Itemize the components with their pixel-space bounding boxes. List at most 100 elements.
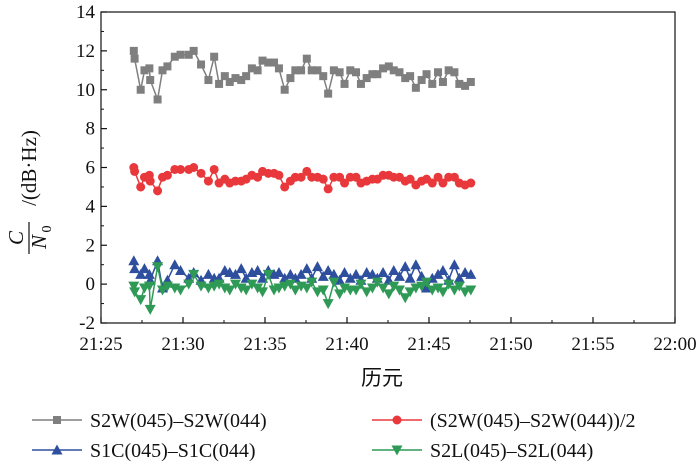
legend-item: (S2W(045)–S2W(044))/2 [372,410,636,432]
data-point [373,70,382,79]
data-point [130,166,140,176]
series-2 [129,163,476,196]
data-point [284,268,296,279]
legend-item: S2W(045)–S2W(044) [32,410,267,432]
data-point [280,182,290,192]
data-point [427,178,437,188]
series-layer [128,46,477,315]
data-point [189,46,198,55]
data-point [388,265,400,276]
x-tick-label: 22:00 [653,334,696,355]
data-point [361,287,373,298]
y-tick-label: -2 [79,313,95,334]
data-point [246,279,258,290]
data-point [366,268,378,279]
data-point [393,270,405,281]
data-point [339,266,351,277]
data-point [356,79,365,88]
data-point [401,74,410,83]
data-point [306,277,318,288]
y-tick-label: 6 [86,158,96,179]
x-tick-label: 21:45 [407,334,450,355]
data-point [297,66,306,75]
data-point [258,56,267,65]
legend-label: S2L(045)–S2L(044) [430,440,593,462]
data-point [225,77,234,86]
data-point [169,259,181,270]
data-point [135,268,147,279]
data-point [286,74,295,83]
data-point [128,255,140,266]
data-point [406,72,415,81]
data-point [453,272,465,283]
data-point [280,85,289,94]
data-point [346,66,355,75]
data-point [301,283,313,294]
data-point [443,279,455,290]
data-point [416,281,428,292]
data-point [240,285,252,296]
axis-ticks: 21:25 21:30 21:35 21:40 21:45 21:50 21:55 22:00… [76,2,697,355]
data-point [252,283,264,294]
series-1 [129,46,475,104]
data-point [247,64,256,73]
data-point [302,54,311,63]
y-tick-label: 2 [86,235,96,256]
data-point [421,277,433,288]
data-point [405,174,415,184]
data-point [466,178,476,188]
data-point [362,74,371,83]
data-point [399,261,411,272]
data-point [157,285,168,296]
data-point [158,66,167,75]
legend-marker [53,416,61,424]
data-point [253,66,262,75]
data-point [383,289,395,300]
x-tick-label: 21:35 [243,334,286,355]
data-point [461,81,470,90]
data-point [189,163,199,172]
data-point [307,66,316,75]
x-tick-label: 21:55 [571,334,614,355]
data-point [377,283,389,294]
legend: S2W(045)–S2W(044) (S2W(045)–S2W(044))/2 S1… [32,410,636,462]
data-point [417,76,426,85]
data-point [368,70,377,79]
data-point [143,281,155,292]
data-point [129,46,138,55]
data-point [313,66,322,75]
data-point [136,182,146,192]
y-tick-label: 14 [76,2,96,23]
data-point [411,83,420,92]
data-point [145,176,155,186]
y-tick-label: 10 [76,80,95,101]
y-tick-label: 4 [86,196,96,217]
data-point [135,295,147,306]
y-tick-label: 12 [76,41,95,62]
data-point [404,287,416,298]
data-point [388,281,400,292]
data-point [317,270,329,281]
y-axis-title-denominator: N [27,234,51,250]
data-point [262,269,274,280]
data-point [323,184,333,194]
y-axis-title-numerator: C [4,230,28,245]
data-point [152,262,164,273]
data-point [324,89,333,98]
data-point [197,60,206,69]
data-point [138,263,150,274]
data-point [270,58,279,67]
data-point [257,272,269,283]
data-point [437,287,449,298]
data-point [145,64,154,73]
data-point [334,289,346,300]
data-point [437,265,449,276]
data-point [229,268,241,279]
data-point [438,77,447,86]
data-point [465,268,477,279]
data-point [329,66,338,75]
data-point [432,283,444,294]
data-point [448,259,460,270]
data-point [237,76,246,85]
